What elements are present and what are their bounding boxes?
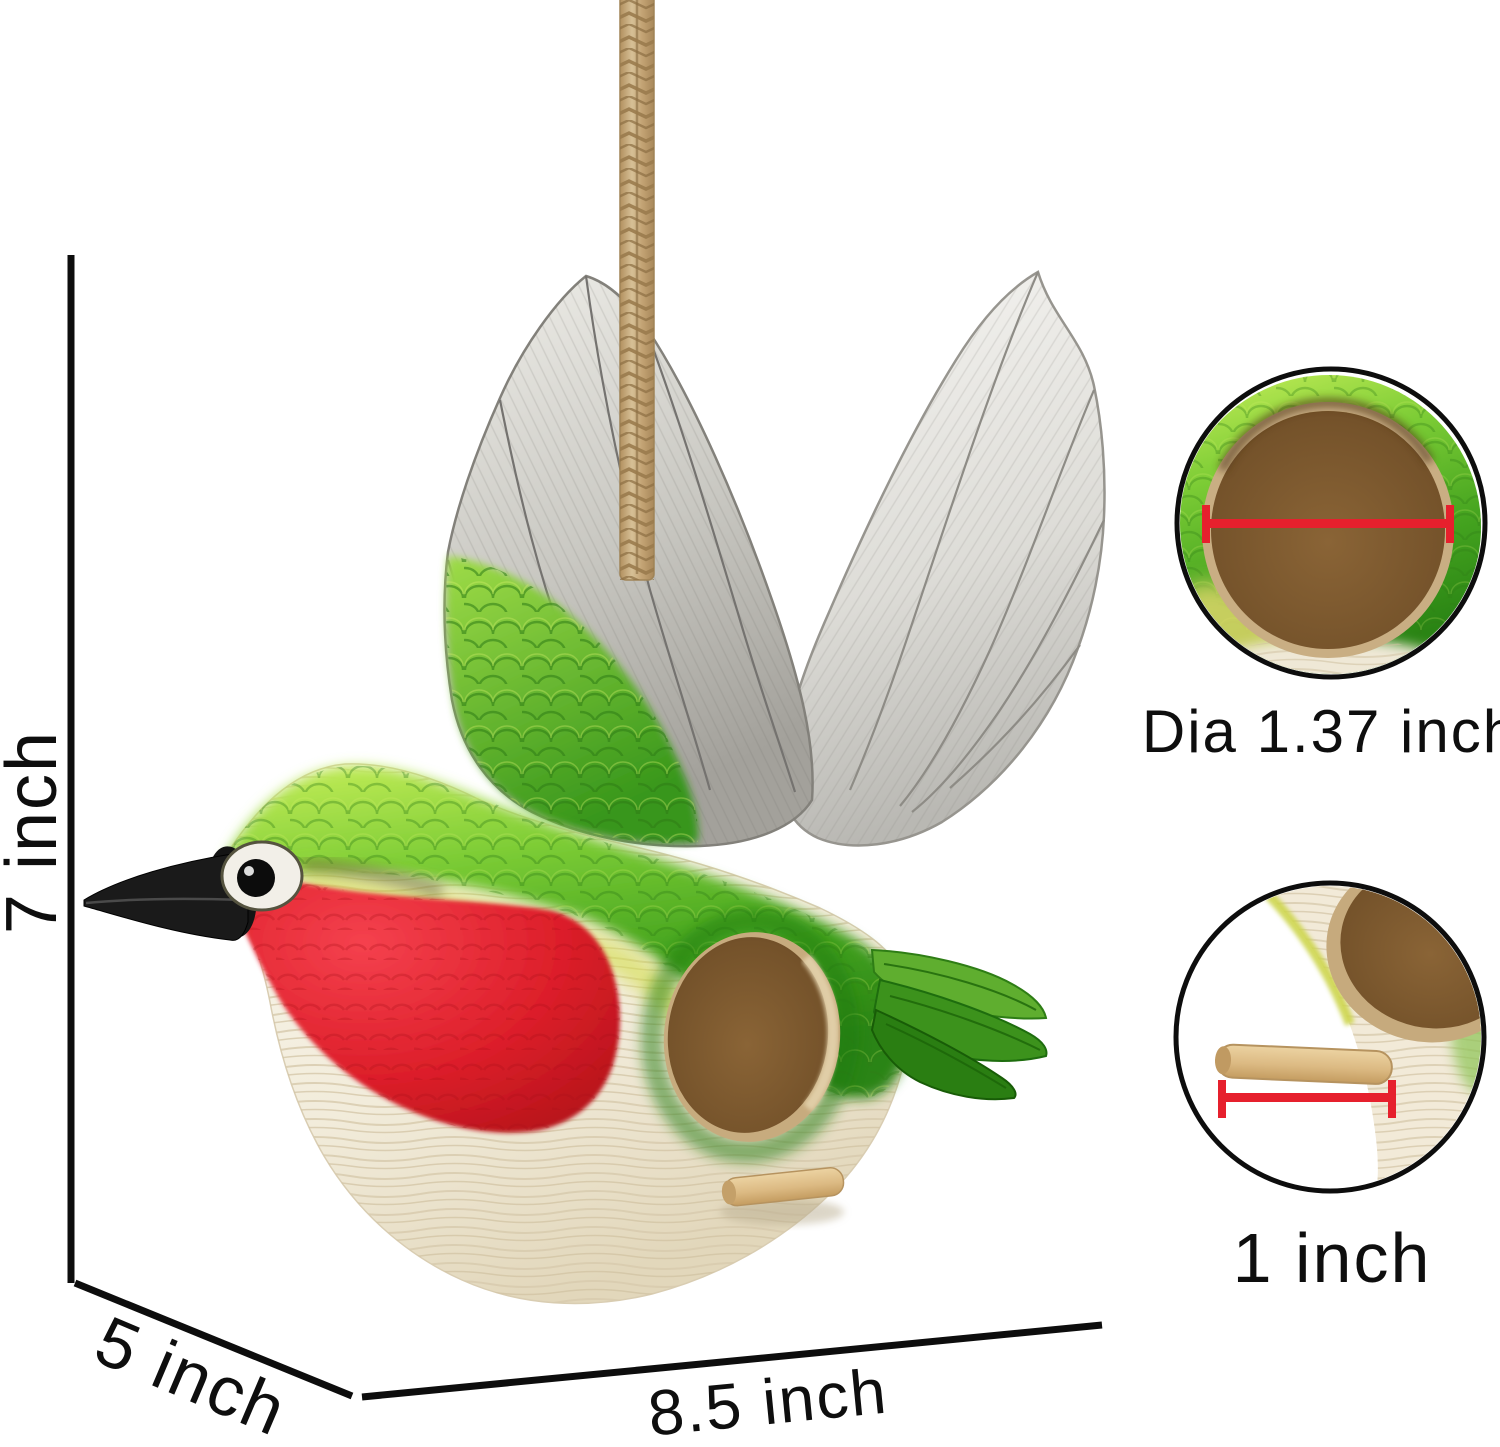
depth-label: 5 inch	[85, 1301, 298, 1447]
bird-head	[83, 840, 445, 941]
red-gorget	[224, 862, 620, 1133]
perch-length-label: 1 inch	[1233, 1219, 1432, 1297]
eye-pupil	[237, 859, 275, 897]
measure-bar	[1206, 519, 1452, 528]
height-annotation: 7 inch	[0, 255, 75, 1283]
tail-veins	[883, 963, 1041, 1089]
black-beak	[83, 853, 249, 941]
beak-mouth-line	[85, 897, 243, 905]
far-wing	[780, 270, 1106, 847]
inset-perch-end-cap	[1214, 1046, 1232, 1075]
perch-length-inset: 1 inch	[1173, 880, 1487, 1297]
perch-shadow	[720, 1199, 844, 1225]
measure-tick-right	[1446, 505, 1454, 543]
height-label: 7 inch	[0, 730, 72, 934]
inset-perch-dowel	[1215, 1043, 1393, 1085]
hole-diameter-inset: Dia 1.37 inch	[1142, 366, 1500, 765]
birdhouse-illustration	[83, 0, 1106, 1305]
green-tail	[870, 948, 1048, 1101]
depth-annotation: 5 inch	[73, 1279, 354, 1447]
perch-length-measure-bar	[1218, 1080, 1396, 1118]
perch-end-cap	[721, 1180, 737, 1205]
hole-green-ring	[640, 909, 860, 1163]
width-dimension-line	[361, 1321, 1103, 1401]
hole-diameter-measure-bar	[1202, 505, 1454, 543]
green-scaled-shoulder-texture	[446, 556, 699, 844]
measure-tick-right	[1388, 1080, 1396, 1118]
inset-perch-group	[1214, 1043, 1393, 1085]
inset-hole-cavity	[1211, 411, 1445, 649]
entrance-hole	[640, 909, 860, 1163]
tail-feather-bottom	[870, 1008, 1017, 1101]
measure-bar	[1222, 1093, 1392, 1102]
hole-diameter-label: Dia 1.37 inch	[1142, 698, 1500, 765]
rope-twist-texture	[620, 0, 654, 580]
hole-cavity	[667, 937, 829, 1133]
depth-dimension-line	[73, 1279, 354, 1400]
eye-stripe	[301, 857, 445, 899]
width-annotation: 8.5 inch	[361, 1321, 1103, 1447]
hanging-rope	[619, 0, 655, 581]
wood-perch	[720, 1167, 845, 1225]
inset-hole-top-shadow	[1217, 397, 1435, 473]
eye	[220, 840, 304, 912]
far-wing-barbs	[781, 272, 1105, 846]
gorget-texture	[224, 862, 620, 1133]
inset-yellow-edge	[1258, 886, 1355, 1026]
hole-rim-highlight	[801, 954, 839, 1112]
measure-tick-left	[1202, 505, 1210, 543]
measure-tick-left	[1218, 1080, 1226, 1118]
eye-highlight	[244, 866, 254, 876]
